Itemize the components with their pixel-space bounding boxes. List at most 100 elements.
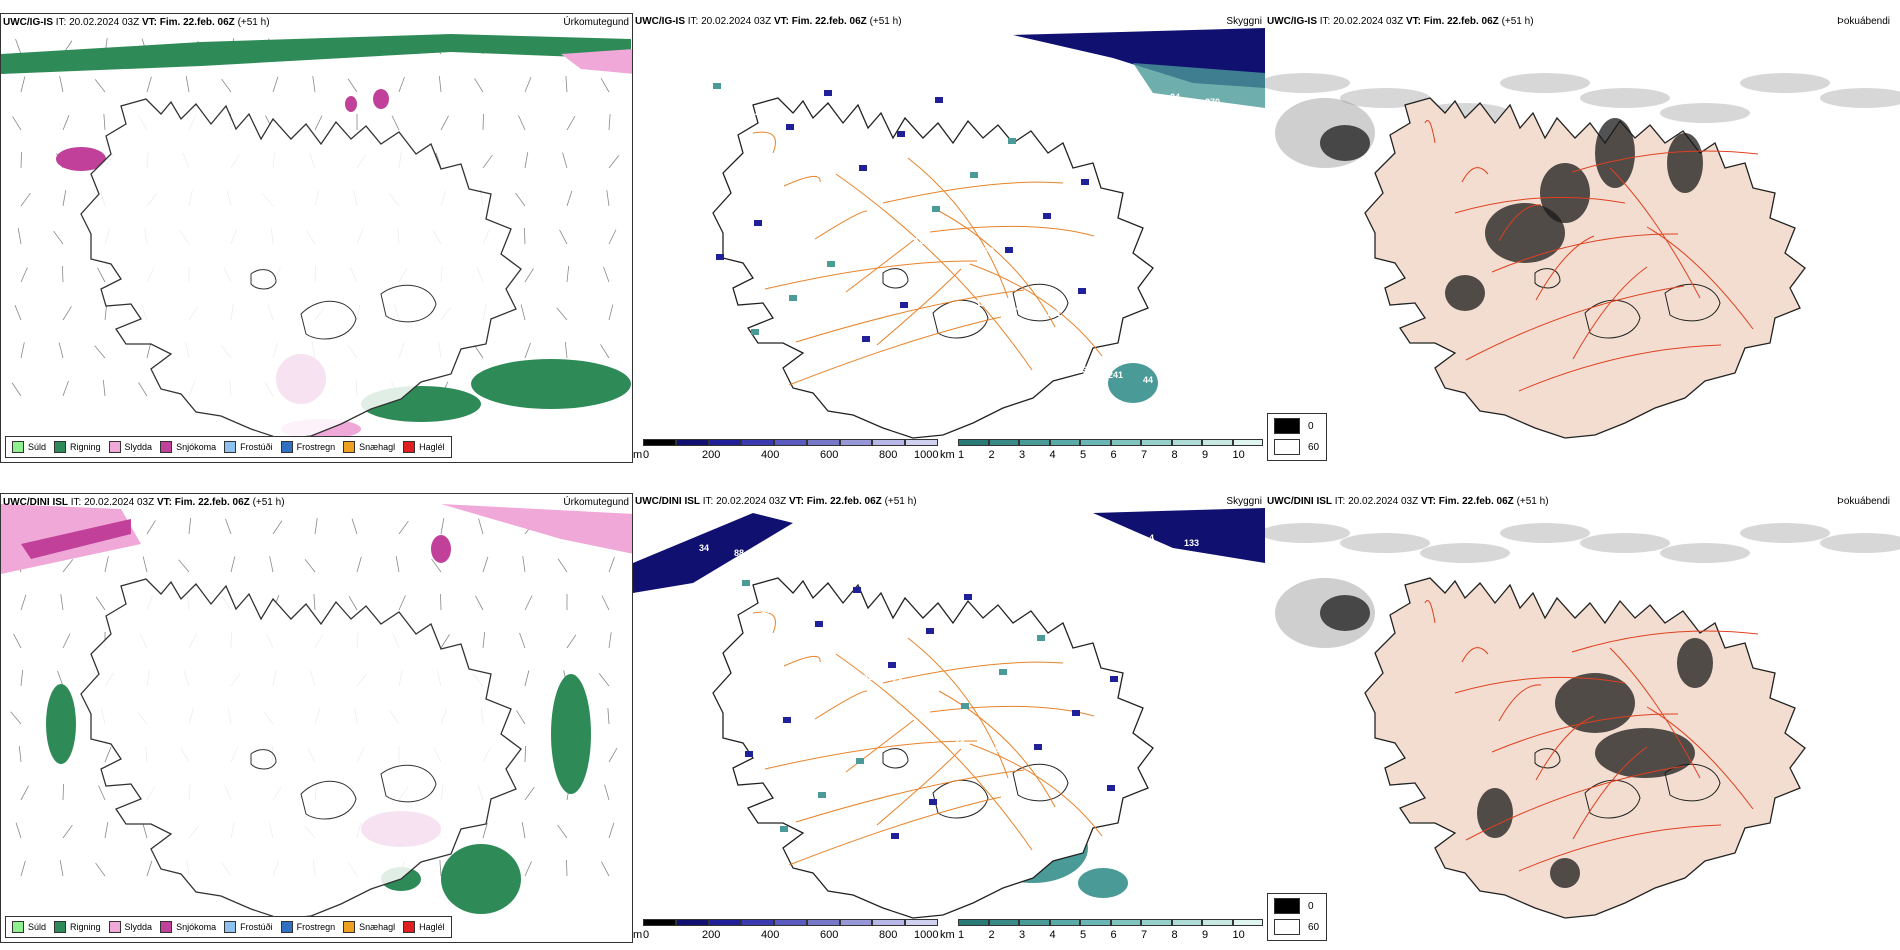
- colorbar-segment: [774, 439, 807, 446]
- cloud-map: 837 113 106 79 101 129 202 32 142 141 44 144 163 124 1…: [693, 28, 1265, 439]
- cloud-base-label: 157: [796, 610, 811, 620]
- legend-label: Slydda: [124, 442, 153, 452]
- cloud-area: [1078, 868, 1128, 898]
- cloud-area: [1108, 363, 1158, 403]
- colorbar-segment: [1049, 919, 1080, 926]
- panel-title: UWC/IG-IS IT: 20.02.2024 03Z VT: Fim. 22…: [635, 16, 902, 27]
- panel-title: UWC/DINI ISL IT: 20.02.2024 03Z VT: Fim.…: [3, 497, 285, 508]
- cloud-base-label: 133: [1184, 538, 1199, 548]
- cloud-base-label: 146: [1011, 303, 1026, 313]
- legend-item: Snjókoma: [160, 921, 216, 933]
- cloud-base-label: 129: [831, 615, 846, 625]
- legend-swatch: [108, 921, 121, 933]
- fog-legend: 0 60: [1267, 413, 1327, 461]
- colorbar-tick-label: 5: [1080, 929, 1087, 941]
- colorbar-segment: [1171, 919, 1202, 926]
- colorbar-tick-label: 400: [761, 929, 780, 941]
- legend-item: Haglél: [403, 441, 445, 453]
- precip-legend: Súld Rigning Slydda Snjókoma Frostúði Frostre…: [5, 916, 452, 938]
- colorbar-segment: [905, 439, 938, 446]
- precip-map: [1, 504, 632, 920]
- cloud-base-label: 298: [990, 744, 1005, 754]
- colorbar-tick-label: 8: [1171, 449, 1178, 461]
- legend-label: Súld: [28, 922, 47, 932]
- cloud-base-label: 386: [1087, 811, 1102, 821]
- iceland-outline: [1364, 97, 1806, 439]
- panel-title: UWC/IG-IS IT: 20.02.2024 03Z VT: Fim. 22…: [1267, 16, 1534, 27]
- cloud-panel-row1: UWC/IG-IS IT: 20.02.2024 03Z VT: Fim. 22…: [633, 13, 1265, 463]
- colorbar-segment: [905, 919, 938, 926]
- cloud-base-label: 837: [693, 45, 708, 55]
- panel-title: UWC/DINI ISL IT: 20.02.2024 03Z VT: Fim.…: [1267, 496, 1549, 507]
- colorbar-segment: [1141, 919, 1172, 926]
- fog-legend-item: 0: [1274, 898, 1314, 914]
- rain-area: [46, 684, 76, 764]
- colorbar-tick-label: 3: [1019, 929, 1026, 941]
- legend-swatch: [160, 441, 173, 453]
- legend-item: Súld: [12, 921, 46, 933]
- low-cloud-area: [1093, 508, 1265, 563]
- legend-item: Rigning: [54, 441, 101, 453]
- colorbar-tick-label: m: [633, 929, 643, 941]
- colorbar-segment: [675, 439, 709, 446]
- rain-area: [441, 844, 521, 914]
- colorbar-tick-label: 2: [988, 929, 995, 941]
- colorbar-segment: [708, 919, 742, 926]
- cloud-base-label: 113: [790, 112, 805, 122]
- colorbar-segment: [958, 439, 989, 446]
- colorbar-tick-label: 10: [1232, 449, 1245, 461]
- legend-swatch: [54, 441, 67, 453]
- colorbar-segment: [958, 919, 989, 926]
- cloud-base-label: 124: [1017, 801, 1032, 811]
- cloud-base-label: 34: [699, 543, 709, 553]
- colorbar-tick-label: 0: [643, 929, 650, 941]
- rain-area: [1, 34, 631, 74]
- legend-swatch: [12, 921, 24, 933]
- cloud-base-label: 128: [1122, 816, 1137, 826]
- legend-swatch: [1274, 439, 1300, 455]
- legend-swatch: [12, 441, 24, 453]
- cloud-base-label: 135: [1052, 806, 1067, 816]
- precip-legend: Súld Rigning Slydda Snjókoma Frostúði Frostre…: [5, 436, 452, 458]
- colorbar-segment: [806, 439, 840, 446]
- panel-name: Skyggni: [1226, 496, 1262, 507]
- legend-item: Rigning: [54, 921, 101, 933]
- cloud-base-label: 18: [844, 226, 854, 236]
- legend-label: Frostúði: [240, 442, 273, 452]
- cloud-base-label: 256: [726, 600, 741, 610]
- road-network: [752, 131, 1103, 386]
- cloud-base-label: 123: [1025, 749, 1040, 759]
- fog-legend-item: 60: [1274, 919, 1319, 935]
- cloud-base-label: 124: [914, 236, 929, 246]
- colorbar-tick-label: 2: [988, 449, 995, 461]
- colorbar-segment: [1049, 439, 1080, 446]
- legend-swatch: [280, 921, 293, 933]
- legend-swatch: [160, 921, 173, 933]
- cloud-base-label: 159: [782, 164, 797, 174]
- colorbar-segment: [708, 439, 742, 446]
- legend-label: 60: [1308, 441, 1320, 453]
- legend-label: Frostregn: [296, 922, 336, 932]
- colorbar-tick-label: 8: [1171, 929, 1178, 941]
- panel-name: Úrkomutegund: [563, 17, 629, 28]
- panel-name: Úrkomutegund: [563, 497, 629, 508]
- fog-map: [1265, 523, 1900, 919]
- colorbar-tick-label: 5: [1080, 449, 1087, 461]
- cloud-base-label: 141: [1046, 308, 1061, 318]
- colorbar-segment: [988, 919, 1019, 926]
- fog-legend: 0 60: [1267, 893, 1327, 941]
- colorbar-tick-label: m: [633, 449, 643, 461]
- cloud-base-label: 270: [1205, 97, 1220, 107]
- snow-area: [373, 89, 389, 109]
- snow-area: [21, 519, 131, 559]
- low-cloud-area: [633, 513, 793, 593]
- legend-swatch: [54, 921, 67, 933]
- colorbar-segment: [806, 919, 840, 926]
- cloud-base-label: 84: [1114, 528, 1124, 538]
- sleet-area: [441, 504, 632, 554]
- cloud-colorbar: m 0 200 400 600 800 1000 km 1 2 3 4 5 6 7 8 9 10: [633, 917, 1263, 943]
- cloud-base-label: 254: [928, 682, 943, 692]
- legend-label: Rigning: [70, 922, 101, 932]
- fog-index-areas: [1320, 118, 1703, 311]
- legend-label: Snæhagl: [359, 442, 396, 452]
